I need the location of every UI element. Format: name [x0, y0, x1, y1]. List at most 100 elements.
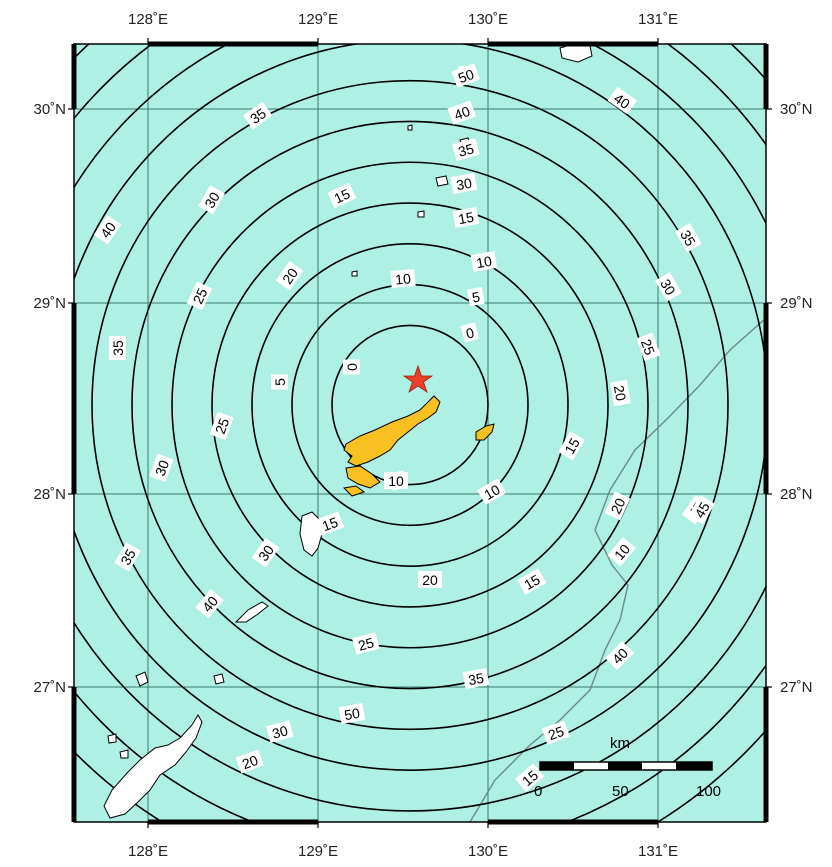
- contour-label-background: [462, 668, 490, 689]
- contour-label-background: [467, 286, 485, 307]
- contour-ring-25: [131, 120, 689, 690]
- contour-label: 30: [266, 720, 294, 743]
- contour-label-background: [477, 478, 507, 505]
- epicenter: [402, 364, 434, 393]
- contour-label: 50: [338, 703, 366, 724]
- island-tokara-5: [351, 270, 358, 277]
- contour-label: 10: [470, 251, 498, 272]
- island-small-okinawa-3: [119, 749, 129, 759]
- contour-label-background: [109, 336, 126, 360]
- island-kakeroma: [345, 465, 381, 489]
- lon-label-bottom-131: 131˚E: [638, 843, 678, 860]
- map-frame: [68, 38, 772, 828]
- contour-label: 35: [452, 138, 480, 161]
- contour-label-text: 5: [272, 378, 288, 386]
- contour-label-background: [198, 185, 225, 215]
- contour-label-background: [266, 720, 294, 743]
- lat-label-right-28: 28˚N: [780, 486, 813, 503]
- contour-label: 25: [186, 281, 213, 311]
- contour-label-text: 25: [638, 337, 658, 357]
- lat-label-right-27: 27˚N: [780, 679, 813, 696]
- contour-ring-40: [74, 44, 766, 812]
- contour-label: 20: [275, 261, 304, 291]
- contour-label: 15: [327, 182, 357, 209]
- contour-label-text: 35: [456, 140, 475, 160]
- contour-label-background: [390, 268, 416, 289]
- lon-label-top-130: 130˚E: [468, 11, 508, 28]
- contour-label-background: [243, 101, 273, 130]
- contour-label-background: [418, 571, 442, 588]
- contour-label: 20: [418, 571, 442, 588]
- contour-label: 25: [209, 411, 234, 441]
- contour-label-text: 35: [110, 340, 126, 356]
- contour-label-background: [470, 251, 498, 272]
- contour-label-background: [209, 411, 234, 441]
- contour-label-background: [93, 215, 122, 245]
- scale-unit: km: [610, 735, 630, 752]
- contour-label-background: [315, 511, 345, 536]
- contour-label: 40: [93, 215, 122, 245]
- contour-label-text: 10: [395, 270, 412, 287]
- contour-label-background: [352, 632, 380, 655]
- island-tokara-1: [435, 175, 449, 187]
- contour-label: 15: [315, 511, 345, 536]
- contour-label: 20: [235, 749, 265, 774]
- contour-label-text: 50: [456, 66, 476, 86]
- contour-label-background: [327, 182, 357, 209]
- contour-ring-30: [91, 79, 729, 731]
- contour-label: 25: [636, 332, 661, 362]
- contour-label-text: 35: [677, 227, 699, 249]
- island-yoron: [213, 673, 225, 685]
- contour-label-background: [343, 359, 360, 375]
- lon-label-bottom-130: 130˚E: [468, 843, 508, 860]
- contour-label-background: [607, 537, 636, 567]
- contour-label-background: [604, 491, 631, 521]
- contour-label-background: [675, 223, 702, 253]
- contour-label-text: 30: [455, 175, 473, 193]
- contour-label: 40: [605, 641, 635, 671]
- contour-label: 0: [343, 359, 360, 375]
- contour-label: 5: [271, 374, 288, 390]
- contour-label: 10: [477, 478, 507, 505]
- contour-label-text: 45: [691, 499, 713, 521]
- contour-label-text: 35: [467, 670, 485, 688]
- contour-label: 35: [114, 542, 141, 572]
- contour-label-text: 15: [320, 514, 340, 534]
- contour-label: 40: [447, 100, 477, 125]
- contour-label-background: [655, 272, 682, 302]
- contour-label-background: [149, 453, 174, 483]
- contour-label: 35: [462, 668, 490, 689]
- scale-bar-segment-2: [608, 762, 642, 770]
- ocean-area: [74, 44, 766, 822]
- island-okinoerabu: [234, 601, 269, 623]
- contour-label-text: 15: [457, 209, 475, 227]
- contour-label-text: 30: [270, 722, 289, 742]
- contour-label: 10: [384, 472, 408, 489]
- contour-label: 30: [251, 538, 280, 568]
- contour-label-background: [451, 63, 481, 88]
- island-amami-small: [342, 485, 366, 497]
- contour-ring-15: [211, 202, 609, 608]
- contour-label: 35: [675, 223, 702, 253]
- island-tokunoshima: [299, 511, 323, 557]
- contour-label-text: 30: [201, 189, 223, 211]
- contour-label-background: [610, 379, 631, 407]
- contour-label-background: [452, 207, 480, 228]
- contour-label: 15: [515, 763, 545, 792]
- island-tokara-3: [417, 210, 425, 218]
- contour-labels: 3530252015105040353025201510504035302520…: [93, 63, 715, 792]
- lon-label-bottom-129: 129˚E: [298, 843, 338, 860]
- contour-label-background: [450, 173, 478, 194]
- island-amami-oshima: [343, 395, 441, 467]
- island-small-okinawa-2: [107, 733, 117, 744]
- contour-label-text: 10: [481, 481, 503, 503]
- contour-label-text: 20: [240, 752, 260, 772]
- contour-label-text: 0: [464, 324, 476, 342]
- scale-bar: km 0 50 100: [534, 735, 721, 800]
- contour-label-background: [447, 100, 477, 125]
- contour-label-background: [607, 86, 637, 115]
- islands: [103, 44, 593, 819]
- contour-label: 10: [390, 268, 416, 289]
- contour-label-text: 50: [343, 705, 361, 723]
- contour-label-background: [517, 568, 547, 595]
